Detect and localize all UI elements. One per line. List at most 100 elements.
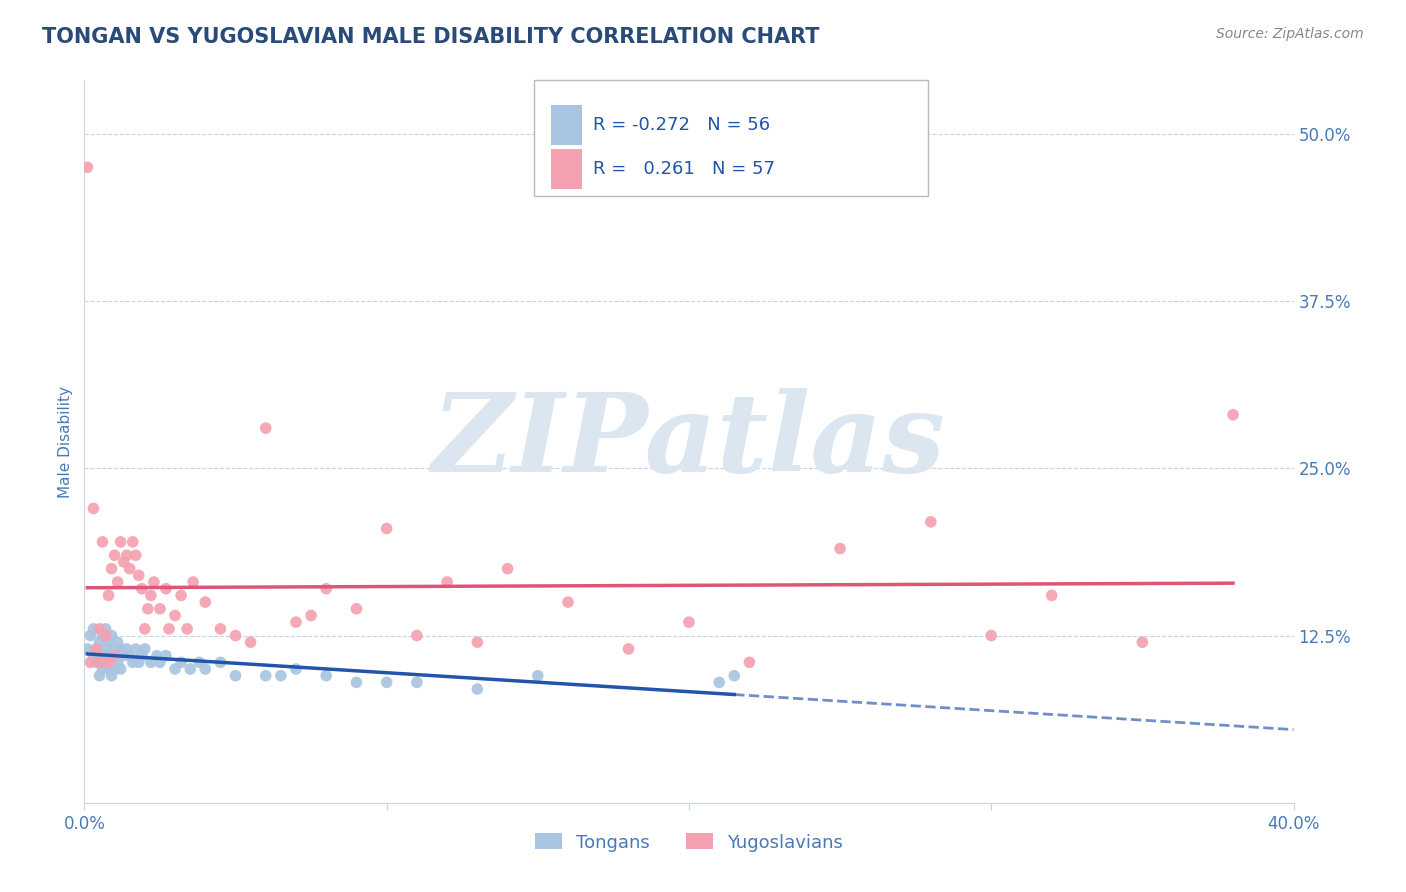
Text: Source: ZipAtlas.com: Source: ZipAtlas.com xyxy=(1216,27,1364,41)
Point xyxy=(100,628,122,642)
Point xyxy=(254,669,277,683)
Point xyxy=(980,628,1002,642)
Text: R =   0.261   N = 57: R = 0.261 N = 57 xyxy=(593,160,775,178)
Point xyxy=(107,575,129,590)
Point xyxy=(89,655,111,669)
Y-axis label: Male Disability: Male Disability xyxy=(58,385,73,498)
Point xyxy=(194,662,217,676)
Point xyxy=(346,602,368,616)
Point xyxy=(115,548,138,563)
Point xyxy=(285,615,308,630)
Point xyxy=(188,655,211,669)
Point xyxy=(155,582,177,596)
Point xyxy=(97,589,120,603)
Point xyxy=(225,669,247,683)
Point xyxy=(406,675,429,690)
Point xyxy=(128,655,150,669)
Point xyxy=(94,628,117,642)
Point xyxy=(239,635,262,649)
Point xyxy=(142,575,165,590)
Point xyxy=(104,548,127,563)
Point xyxy=(678,615,700,630)
Point xyxy=(76,642,98,657)
Point xyxy=(121,534,143,549)
Point xyxy=(181,575,204,590)
Point xyxy=(165,608,187,623)
Text: R = -0.272   N = 56: R = -0.272 N = 56 xyxy=(593,116,770,135)
Point xyxy=(76,161,98,175)
Point xyxy=(91,628,114,642)
Point xyxy=(100,669,122,683)
Point xyxy=(91,534,114,549)
Point xyxy=(179,662,201,676)
Point xyxy=(125,548,148,563)
Point xyxy=(920,515,942,529)
Point xyxy=(91,648,114,663)
Point xyxy=(139,655,162,669)
Point xyxy=(723,669,745,683)
Point xyxy=(131,648,153,663)
Point xyxy=(170,589,193,603)
Point xyxy=(136,602,159,616)
Point xyxy=(285,662,308,676)
Point xyxy=(97,655,120,669)
Point xyxy=(436,575,458,590)
Point xyxy=(139,589,162,603)
Point xyxy=(738,655,761,669)
Point xyxy=(557,595,579,609)
Point xyxy=(165,662,187,676)
Point xyxy=(118,562,141,576)
Point xyxy=(146,648,169,663)
Point xyxy=(467,635,489,649)
Point xyxy=(79,628,101,642)
Point xyxy=(104,662,127,676)
Point xyxy=(94,642,117,657)
Point xyxy=(100,648,122,663)
Point xyxy=(299,608,322,623)
Point xyxy=(128,568,150,582)
Point xyxy=(209,655,232,669)
Point xyxy=(176,622,198,636)
Point xyxy=(375,521,398,535)
Point xyxy=(115,642,138,657)
Point xyxy=(617,642,640,657)
Point xyxy=(110,642,132,657)
Point xyxy=(225,628,247,642)
Text: TONGAN VS YUGOSLAVIAN MALE DISABILITY CORRELATION CHART: TONGAN VS YUGOSLAVIAN MALE DISABILITY CO… xyxy=(42,27,820,46)
Point xyxy=(86,642,108,657)
Point xyxy=(315,669,337,683)
Point xyxy=(100,562,122,576)
Point xyxy=(149,602,172,616)
Point xyxy=(82,622,104,636)
Point xyxy=(194,595,217,609)
Point xyxy=(94,655,117,669)
Point xyxy=(82,501,104,516)
Point xyxy=(110,534,132,549)
Point xyxy=(97,662,120,676)
Point xyxy=(118,648,141,663)
Point xyxy=(134,622,156,636)
Point xyxy=(97,635,120,649)
Point xyxy=(86,655,108,669)
Point xyxy=(86,642,108,657)
Point xyxy=(82,648,104,663)
Point xyxy=(209,622,232,636)
Point xyxy=(467,681,489,696)
Point xyxy=(125,642,148,657)
Point xyxy=(406,628,429,642)
Point xyxy=(134,642,156,657)
Point xyxy=(315,582,337,596)
Point xyxy=(112,555,135,569)
Point xyxy=(375,675,398,690)
Legend: Tongans, Yugoslavians: Tongans, Yugoslavians xyxy=(527,826,851,859)
Point xyxy=(1130,635,1153,649)
Point xyxy=(89,622,111,636)
Point xyxy=(112,648,135,663)
Point xyxy=(346,675,368,690)
Point xyxy=(149,655,172,669)
Point xyxy=(527,669,550,683)
Point xyxy=(107,655,129,669)
Point xyxy=(1040,589,1063,603)
Point xyxy=(131,582,153,596)
Point xyxy=(89,648,111,663)
